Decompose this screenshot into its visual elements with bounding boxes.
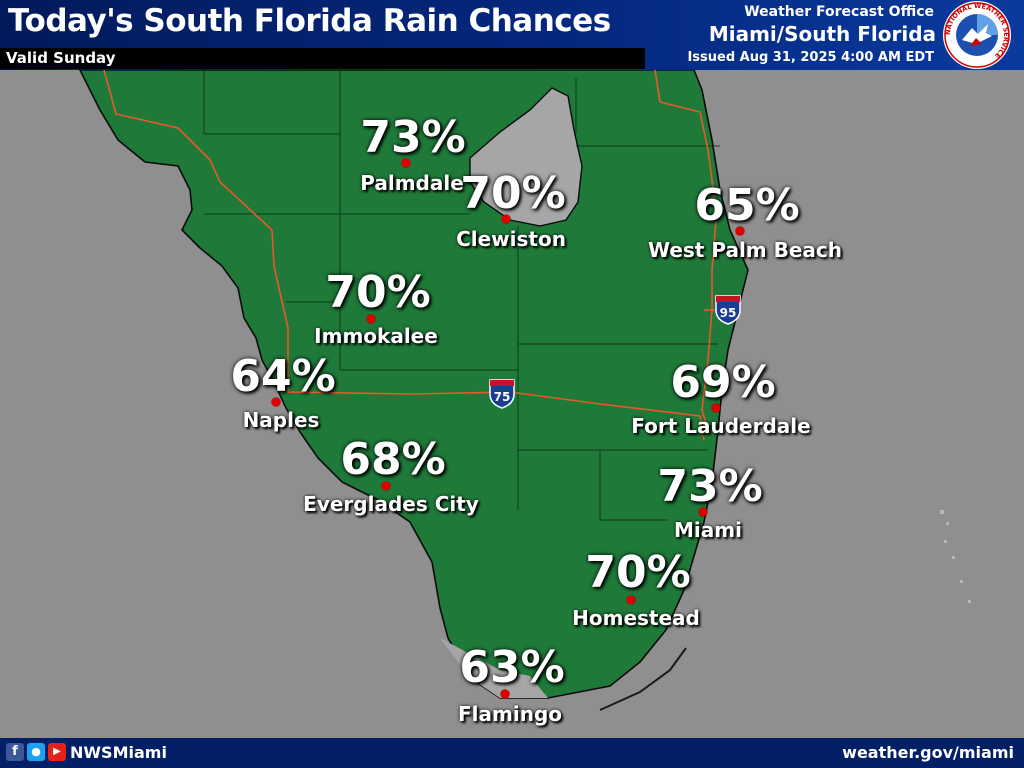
- location-name: Palmdale: [360, 171, 464, 195]
- interstate-75-shield: 75: [489, 379, 515, 409]
- florida-bay: [440, 638, 548, 698]
- county-lines: [203, 70, 720, 521]
- valid-day: Valid Sunday: [6, 49, 116, 67]
- nws-logo-icon: NATIONAL WEATHER SERVICE: [943, 1, 1011, 69]
- page-title: Today's South Florida Rain Chances: [8, 3, 611, 39]
- location-dot: [401, 158, 411, 168]
- social-handle[interactable]: NWSMiami: [70, 743, 167, 762]
- florida-keys: [599, 647, 687, 711]
- rain-chance-map: 95 75: [0, 70, 1024, 738]
- interstate-95-shield: 95: [715, 295, 741, 325]
- location-dot: [626, 595, 636, 605]
- location-dot: [735, 226, 745, 236]
- location-dot: [500, 689, 510, 699]
- rain-chance-value: 63%: [459, 642, 565, 693]
- valid-bar: Valid Sunday: [0, 48, 645, 69]
- location-name: Naples: [242, 408, 320, 432]
- footer-bar: f ● ▶ NWSMiami weather.gov/miami: [0, 738, 1024, 768]
- location-dot: [501, 214, 511, 224]
- highway-lines: [103, 70, 717, 441]
- location-name: Clewiston: [456, 227, 566, 251]
- rain-chance-value: 70%: [460, 168, 566, 219]
- location-dot: [366, 314, 376, 324]
- interstate-95-label: 95: [720, 306, 737, 320]
- issued-time: Issued Aug 31, 2025 4:00 AM EDT: [687, 50, 934, 65]
- header-banner: Today's South Florida Rain Chances Valid…: [0, 0, 1024, 70]
- location-dot: [381, 481, 391, 491]
- rain-chance-value: 64%: [230, 351, 336, 402]
- location-name: Flamingo: [457, 702, 563, 726]
- lake-okeechobee: [469, 87, 583, 227]
- site-url-link[interactable]: weather.gov/miami: [842, 743, 1014, 762]
- twitter-icon[interactable]: ●: [27, 743, 45, 761]
- location-name: Everglades City: [303, 492, 479, 516]
- office-name: Miami/South Florida: [708, 22, 936, 46]
- florida-land: [79, 70, 749, 699]
- youtube-icon[interactable]: ▶: [48, 743, 66, 761]
- office-line: Weather Forecast Office: [744, 4, 934, 20]
- rain-chance-value: 68%: [340, 434, 446, 485]
- location-name: Homestead: [572, 606, 700, 630]
- rain-chance-value: 70%: [585, 547, 691, 598]
- location-name: Fort Lauderdale: [631, 414, 811, 438]
- location-dot: [711, 403, 721, 413]
- rain-chance-value: 65%: [694, 180, 800, 231]
- location-name: Miami: [674, 518, 742, 542]
- facebook-icon[interactable]: f: [6, 743, 24, 761]
- location-name: Immokalee: [314, 324, 438, 348]
- interstate-75-label: 75: [494, 390, 511, 404]
- rain-chance-value: 73%: [360, 112, 466, 163]
- rain-chance-value: 69%: [670, 357, 776, 408]
- rain-chance-value: 70%: [325, 267, 431, 318]
- location-dot: [271, 397, 281, 407]
- location-dot: [698, 507, 708, 517]
- keys-islands: [940, 510, 971, 603]
- location-name: West Palm Beach: [647, 238, 843, 262]
- rain-chance-value: 73%: [657, 461, 763, 512]
